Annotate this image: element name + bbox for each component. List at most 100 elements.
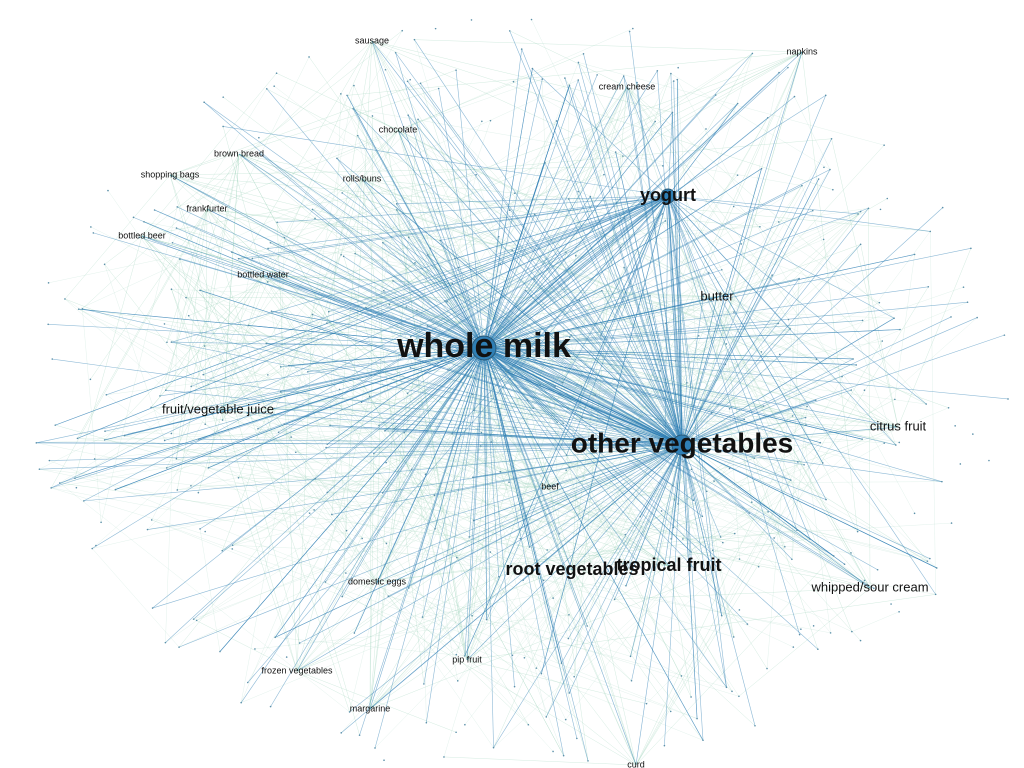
item-node — [457, 266, 460, 269]
item-node — [731, 690, 733, 693]
edge-hub — [483, 75, 624, 349]
item-node — [456, 680, 459, 682]
item-node — [705, 490, 708, 493]
item-node — [231, 548, 234, 550]
edge-minor — [779, 354, 808, 407]
edge-minor — [151, 209, 313, 521]
item-node — [825, 498, 827, 501]
item-node — [311, 208, 314, 211]
edge-minor — [674, 499, 928, 562]
item-node — [326, 443, 329, 445]
item-node — [677, 464, 680, 467]
edge-minor — [166, 250, 513, 469]
edge-minor — [369, 211, 861, 710]
item-node — [246, 681, 249, 684]
edge-hub — [238, 153, 683, 446]
edge-minor — [761, 51, 803, 169]
item-node — [568, 84, 571, 87]
edge-minor — [78, 308, 544, 581]
edge-minor — [565, 208, 869, 253]
edge-minor — [92, 548, 180, 648]
item-node — [313, 509, 315, 511]
item-node — [766, 116, 769, 119]
item-node — [530, 18, 533, 21]
item-node — [195, 619, 198, 622]
item-node — [732, 205, 735, 208]
item-node — [308, 512, 311, 514]
item-node — [204, 530, 206, 533]
edge-hub — [169, 174, 485, 349]
edge-minor — [241, 407, 949, 703]
edge-hub — [681, 444, 722, 616]
item-node — [50, 487, 52, 489]
edge-minor — [39, 468, 801, 630]
item-node — [74, 477, 76, 479]
item-node — [859, 639, 862, 642]
item-node — [753, 457, 756, 459]
frankfurter-label: frankfurter — [186, 203, 227, 213]
edge-minor — [342, 129, 399, 194]
item-node — [600, 334, 602, 336]
item-node — [886, 197, 889, 200]
edge-hub — [556, 120, 683, 446]
edge-minor — [568, 86, 628, 200]
edge-minor — [191, 274, 264, 387]
item-node — [100, 521, 102, 524]
edge-hub — [483, 86, 628, 349]
item-node — [443, 756, 445, 758]
item-node — [798, 633, 801, 636]
edge-hub — [352, 108, 683, 446]
item-node — [934, 593, 937, 596]
item-node — [959, 463, 962, 465]
item-node — [539, 330, 541, 333]
edge-minor — [176, 153, 240, 459]
edge-hub — [271, 310, 683, 446]
item-node — [265, 88, 268, 90]
item-node — [829, 168, 831, 171]
item-node — [814, 399, 817, 401]
edge-minor — [472, 438, 863, 478]
item-node — [485, 618, 488, 621]
item-node — [568, 418, 571, 421]
edge-hub — [483, 347, 637, 766]
tropical-fruit-label: tropical fruit — [616, 555, 721, 575]
edge-hub — [532, 68, 669, 197]
edge-minor — [691, 551, 871, 589]
edge-hub — [278, 195, 669, 433]
edge-hub — [579, 300, 683, 446]
edge-hub — [267, 195, 669, 249]
edge-minor — [706, 491, 734, 637]
edge-minor — [205, 208, 208, 425]
item-node — [425, 721, 428, 724]
item-node — [564, 718, 567, 721]
edge-hub — [681, 296, 718, 446]
item-node — [340, 93, 342, 95]
edge-hub — [423, 347, 485, 684]
edge-minor — [262, 274, 482, 433]
edge-minor — [176, 458, 834, 557]
item-node — [714, 94, 717, 96]
item-node — [565, 251, 567, 253]
edge-minor — [82, 308, 102, 523]
item-node — [757, 565, 760, 568]
edge-hub — [681, 444, 845, 565]
item-node — [463, 655, 466, 657]
item-node — [384, 68, 387, 71]
edge-minor — [371, 40, 673, 113]
edge-hub — [407, 114, 683, 446]
item-node — [561, 381, 564, 384]
item-node — [925, 403, 927, 405]
edge-minor — [414, 39, 803, 53]
item-node — [426, 325, 429, 327]
item-node — [863, 389, 866, 392]
edge-hub — [203, 101, 683, 446]
edge-minor — [64, 298, 206, 425]
item-node — [104, 430, 106, 432]
item-node — [972, 433, 974, 435]
edge-minor — [198, 364, 857, 440]
item-node — [77, 308, 80, 310]
item-node — [175, 457, 178, 460]
item-node — [568, 692, 571, 694]
item-node — [285, 656, 288, 658]
item-node — [405, 306, 408, 308]
